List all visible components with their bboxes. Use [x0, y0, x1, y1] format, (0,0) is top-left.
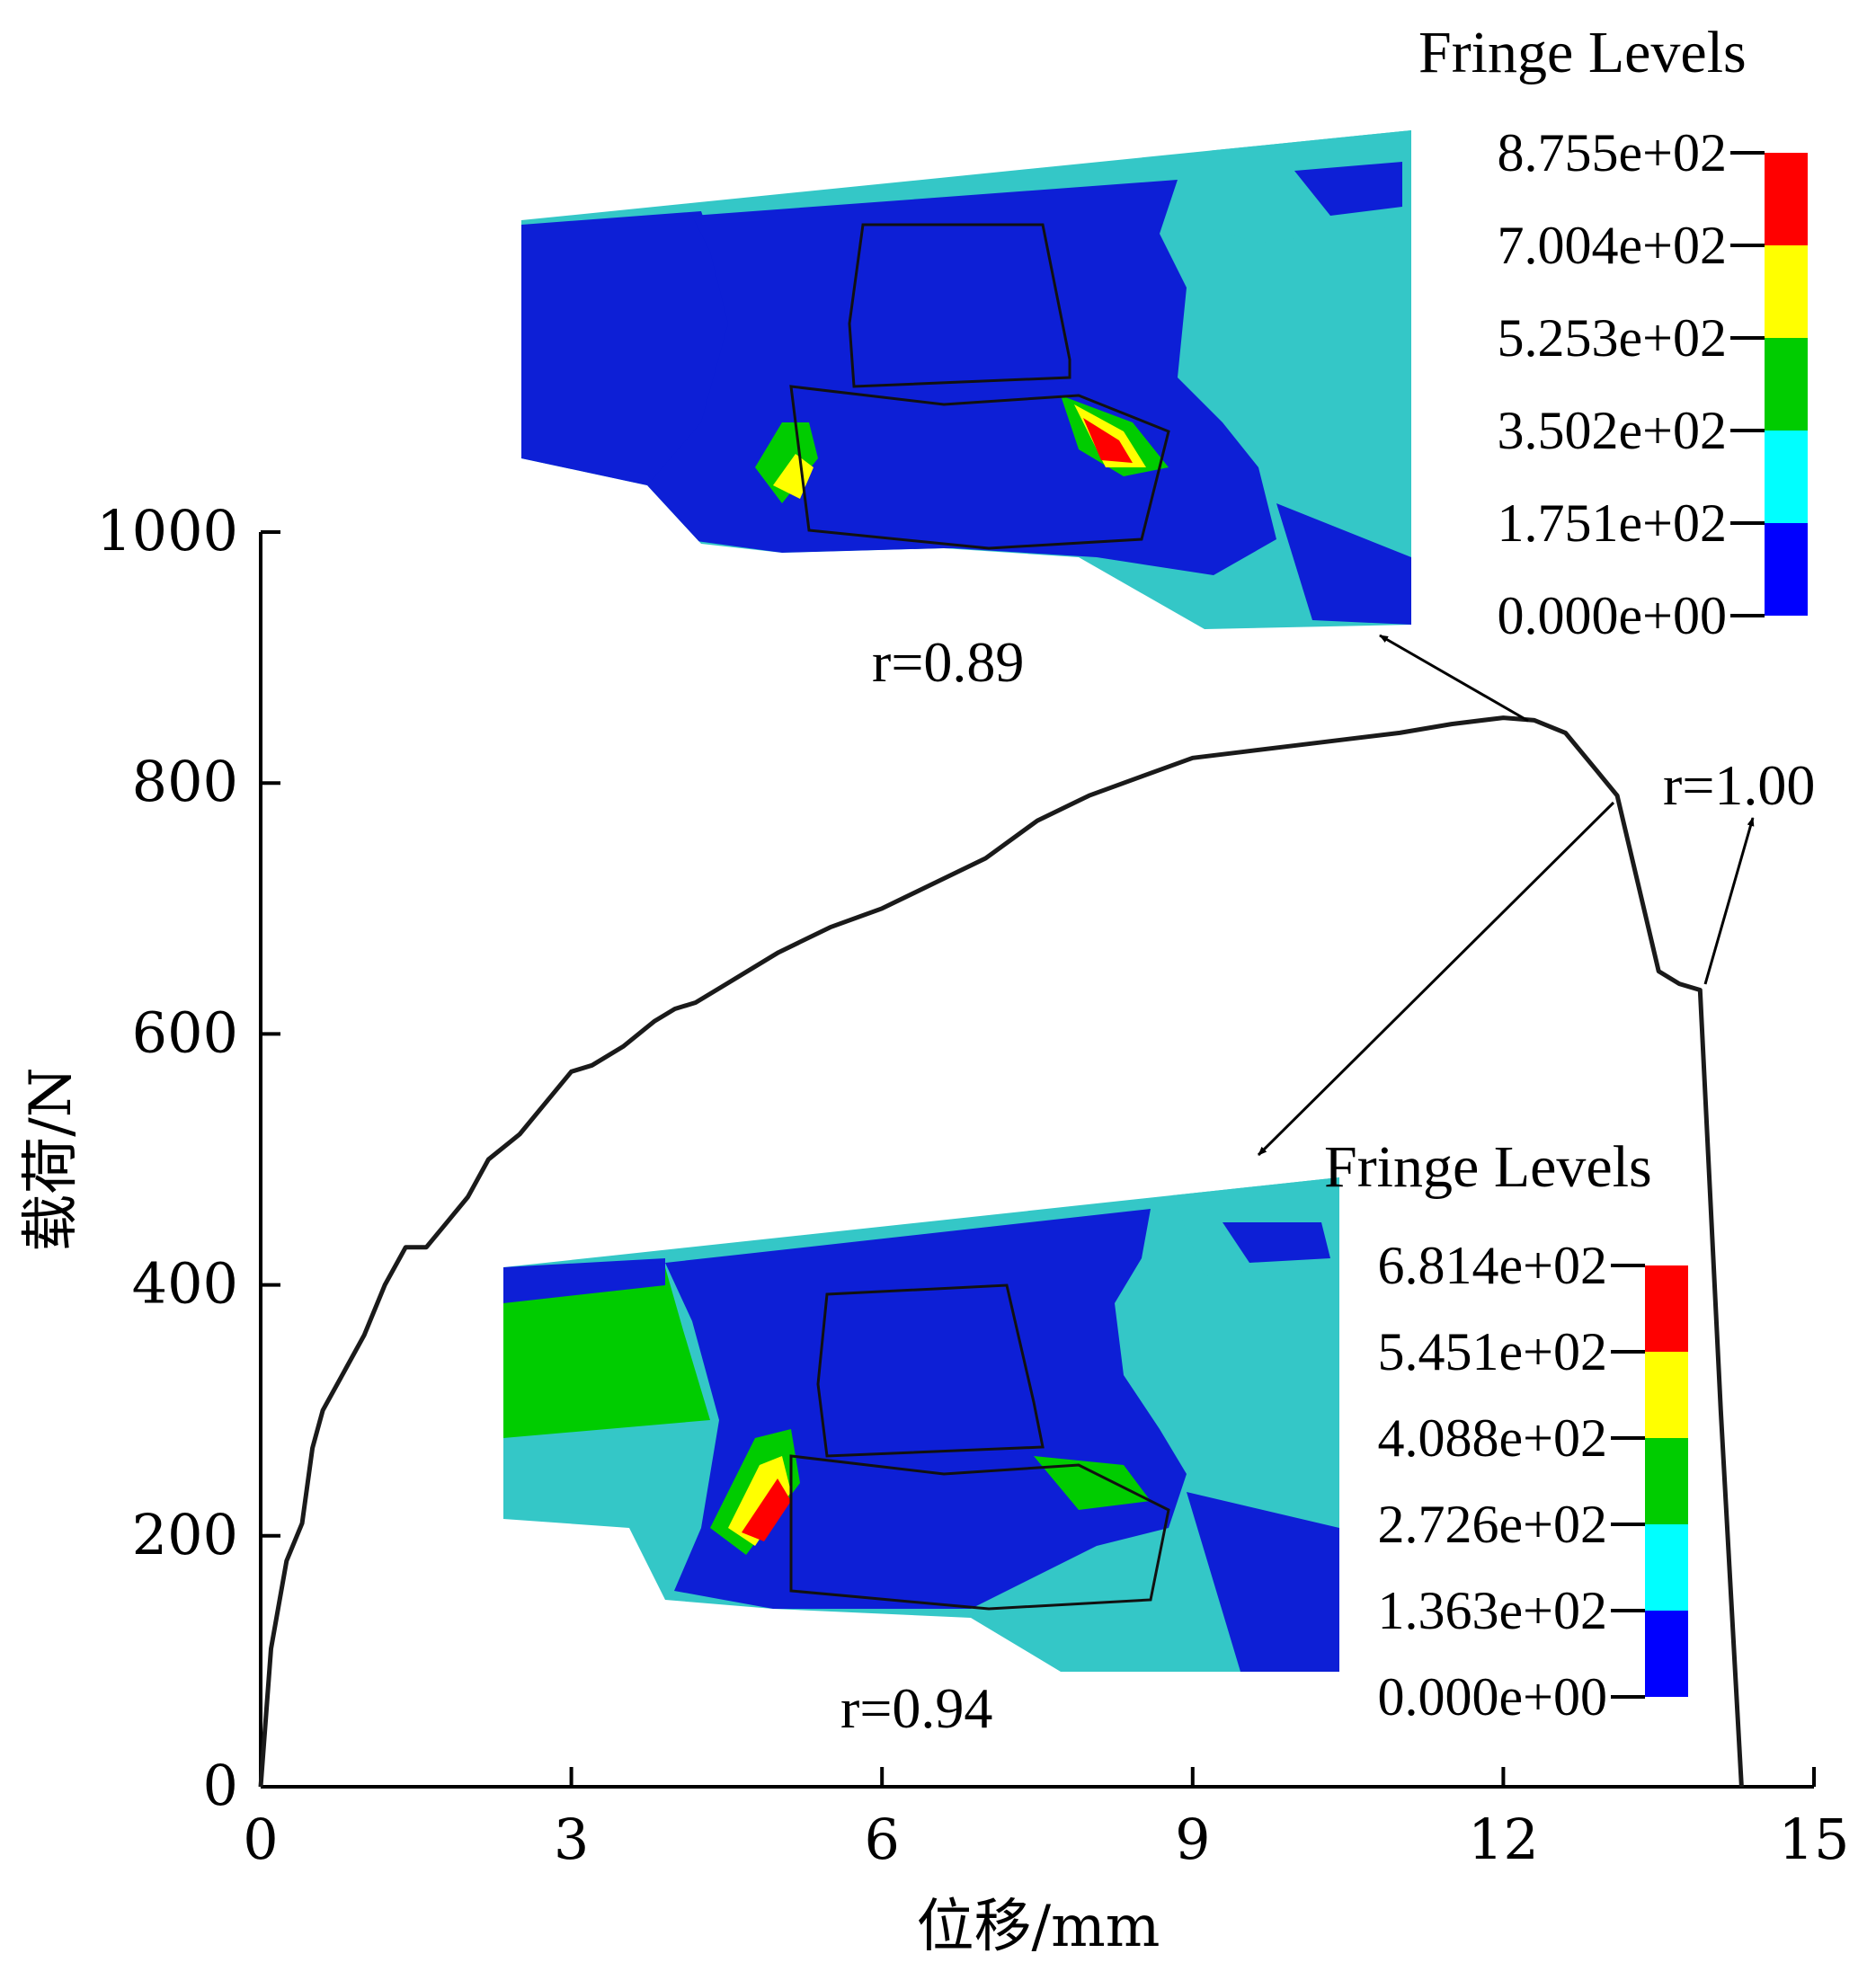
fea-contour-inset-top: [521, 130, 1411, 629]
x-tick-label: 3: [554, 1807, 589, 1872]
fringe-colorbar-top: 8.755e+02 7.004e+02 5.253e+02 3.502e+02 1.75…: [1498, 123, 1808, 645]
legend-title-bottom: Fringe Levels: [1324, 1134, 1652, 1200]
fringe-color-band: [1645, 1352, 1688, 1438]
legend-title-top: Fringe Levels: [1418, 20, 1747, 85]
annotation-r094: r=0.94: [840, 1676, 992, 1740]
fringe-level-label: 1.363e+02: [1378, 1581, 1607, 1640]
y-tick-label: 400: [132, 1251, 238, 1317]
fringe-level-label: 5.451e+02: [1378, 1322, 1607, 1381]
y-tick-label: 0: [203, 1753, 238, 1818]
y-tick-label: 600: [132, 999, 238, 1065]
annotation-r100: r=1.00: [1663, 753, 1815, 817]
fringe-color-band: [1765, 431, 1808, 523]
fringe-level-label: 5.253e+02: [1498, 308, 1727, 368]
fringe-color-band: [1645, 1438, 1688, 1524]
fringe-color-band: [1765, 153, 1808, 245]
fringe-level-label: 1.751e+02: [1498, 493, 1727, 553]
fringe-level-label: 3.502e+02: [1498, 401, 1727, 460]
fringe-level-label: 0.000e+00: [1498, 586, 1727, 645]
chart-axes: [259, 532, 1814, 1789]
arrow-r089: [1379, 634, 1529, 723]
x-axis-title: 位移/mm: [917, 1894, 1160, 1960]
fringe-colorbar-bottom: 6.814e+02 5.451e+02 4.088e+02 2.726e+02 1.36…: [1378, 1236, 1688, 1727]
fringe-color-band: [1765, 338, 1808, 431]
x-tick-label: 9: [1175, 1807, 1210, 1872]
fringe-color-band: [1645, 1611, 1688, 1697]
y-axis-title: 载荷/N: [18, 1067, 84, 1252]
fringe-level-label: 0.000e+00: [1378, 1667, 1607, 1727]
x-tick-label: 12: [1468, 1807, 1539, 1872]
fringe-color-band: [1765, 523, 1808, 616]
fringe-level-label: 8.755e+02: [1498, 123, 1727, 182]
load-displacement-curve: [258, 715, 1744, 1788]
arrow-r100: [1703, 817, 1755, 985]
fringe-level-label: 6.814e+02: [1378, 1236, 1607, 1295]
arrow-r094: [1257, 801, 1615, 1157]
y-tick-label: 1000: [96, 498, 238, 564]
fea-contour-inset-bottom: [503, 1177, 1339, 1672]
x-tick-label: 0: [243, 1807, 278, 1872]
fringe-color-band: [1645, 1524, 1688, 1611]
x-tick-label: 15: [1779, 1807, 1850, 1872]
x-ticks: 0 3 6 9 12 15: [243, 1767, 1849, 1872]
y-tick-label: 800: [132, 749, 238, 814]
annotation-r089: r=0.89: [872, 630, 1024, 694]
fringe-level-label: 7.004e+02: [1498, 216, 1727, 275]
y-tick-label: 200: [132, 1502, 238, 1567]
fringe-color-band: [1645, 1265, 1688, 1352]
x-tick-label: 6: [864, 1807, 899, 1872]
fringe-color-band: [1765, 245, 1808, 338]
fringe-level-label: 4.088e+02: [1378, 1408, 1607, 1468]
fringe-level-label: 2.726e+02: [1378, 1495, 1607, 1554]
y-ticks: 0 200 400 600 800 1000: [96, 498, 280, 1818]
